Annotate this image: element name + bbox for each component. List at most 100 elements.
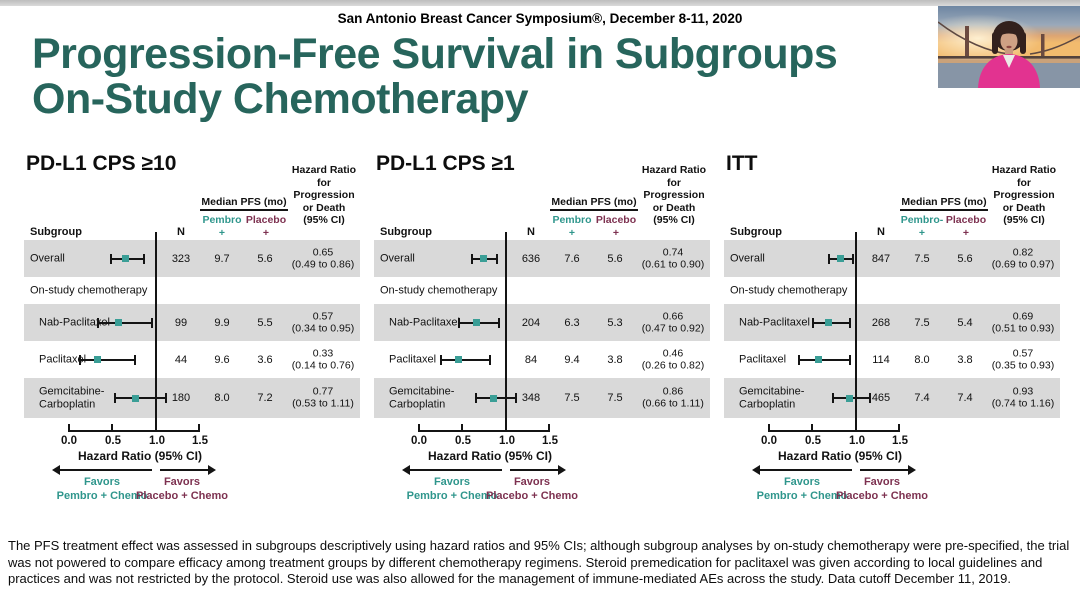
forest-plot-panel: PD-L1 CPS ≥1 Hazard Ratio for Progressio…	[374, 152, 710, 502]
slide-title: Progression-Free Survival in Subgroups O…	[32, 30, 838, 123]
hazard-ratio-column-header: Hazard Ratio for Progression or Death (9…	[641, 164, 707, 227]
axis-title: Hazard Ratio (95% CI)	[777, 449, 903, 463]
hr-axis-block: 0.0 0.5 1.0 1.5 Hazard Ratio (95% CI) Fa…	[374, 418, 710, 502]
subgroup-label: Gemcitabine- Carboplatin	[39, 385, 105, 410]
subgroup-column-header: Subgroup	[380, 226, 432, 238]
placebo-median-value: 7.4	[957, 392, 973, 404]
ci-cap-high	[848, 317, 851, 328]
hazard-ratio-column-header: Hazard Ratio for Progression or Death (9…	[291, 164, 357, 227]
n-column-header: N	[877, 226, 885, 238]
forest-plot-row: Overall 847 7.5 5.6 0.82 (0.69 to 0.97)	[724, 240, 1060, 277]
confidence-interval-plot	[24, 304, 360, 341]
pembro-median-value: 8.0	[914, 353, 930, 366]
hazard-ratio-marker	[814, 356, 822, 363]
pembro-median-value: 7.6	[564, 252, 580, 265]
hr-value: 0.57	[1012, 347, 1034, 360]
ci-cap-high	[164, 393, 167, 403]
hr-value: 0.65	[312, 246, 334, 259]
forest-plot-rows: Overall 847 7.5 5.6 0.82 (0.69 to 0.97) …	[724, 232, 1060, 430]
ci-cap-low	[470, 253, 473, 264]
subgroup-label: Overall	[730, 252, 765, 265]
hr-value: 0.66	[662, 310, 684, 323]
subgroup-label: Paclitaxel	[739, 353, 787, 366]
subgroup-label: Overall	[380, 252, 415, 265]
axis-tick	[461, 424, 463, 430]
favors-pembro-label: Favors Pembro + Chemo	[406, 476, 498, 502]
forest-plot-row: Nab-Paclitaxel 204 6.3 5.3 0.66 (0.47 to…	[374, 304, 710, 341]
hazard-ratio-text: 0.93 (0.74 to 1.16)	[986, 386, 1060, 411]
forest-plot-row: Overall 323 9.7 5.6 0.65 (0.49 to 0.86)	[24, 240, 360, 277]
ci-cap-low	[79, 354, 82, 365]
placebo-median-value: 5.6	[607, 252, 623, 265]
n-value: 636	[521, 252, 541, 265]
hr-axis-line	[68, 424, 200, 432]
footnote: The PFS treatment effect was assessed in…	[8, 538, 1070, 586]
hazard-ratio-marker	[846, 394, 854, 402]
ci-cap-low	[832, 393, 835, 403]
pembro-median-value: 7.5	[914, 252, 930, 265]
hazard-ratio-text: 0.74 (0.61 to 0.90)	[636, 246, 710, 271]
favors-pembro-arrow	[402, 465, 502, 475]
n-value: 348	[521, 392, 541, 404]
n-value: 44	[174, 353, 188, 366]
hr-ci: (0.26 to 0.82)	[641, 359, 705, 372]
symposium-header: San Antonio Breast Cancer Symposium®, De…	[337, 11, 743, 26]
presenter-video[interactable]	[938, 6, 1080, 88]
hr-value: 0.77	[312, 385, 334, 398]
hr-value: 0.57	[312, 310, 334, 323]
pembro-median-value: 7.5	[564, 392, 580, 404]
forest-plot-panels: PD-L1 CPS ≥10 Hazard Ratio for Progressi…	[24, 152, 1080, 502]
hr-ci: (0.74 to 1.16)	[991, 398, 1055, 410]
axis-title: Hazard Ratio (95% CI)	[77, 449, 203, 463]
placebo-median-value: 5.3	[607, 316, 623, 329]
axis-tick-label: 1.0	[149, 435, 165, 447]
hr-value: 0.93	[1012, 385, 1034, 398]
hr-ci: (0.51 to 0.93)	[991, 322, 1055, 335]
bridge-tower	[965, 26, 969, 58]
n-value: 180	[171, 392, 191, 404]
ci-line	[97, 321, 152, 324]
hr-ci: (0.49 to 0.86)	[291, 258, 355, 271]
n-value: 204	[521, 316, 541, 329]
ci-line	[798, 358, 850, 361]
bridge-tower	[1041, 34, 1045, 58]
axis-tick	[898, 424, 900, 430]
hazard-ratio-text: 0.65 (0.49 to 0.86)	[286, 246, 360, 271]
ci-cap-low	[827, 253, 830, 264]
reference-line-hr-1	[155, 232, 157, 430]
placebo-median-value: 5.5	[257, 316, 273, 329]
panel-title: ITT	[726, 152, 758, 175]
axis-tick-label: 0.5	[105, 435, 121, 447]
n-value: 465	[871, 392, 891, 404]
hr-value: 0.33	[312, 347, 334, 360]
axis-tick	[768, 424, 770, 430]
n-value: 84	[524, 353, 538, 366]
ci-cap-low	[113, 393, 116, 403]
subgroup-label: Nab-Paclitaxel	[739, 316, 810, 329]
section-row: On-study chemotherapy	[724, 277, 1060, 304]
ci-cap-high	[133, 354, 136, 365]
hazard-ratio-marker	[132, 394, 140, 402]
window-top-strip	[0, 0, 1080, 6]
hazard-ratio-text: 0.69 (0.51 to 0.93)	[986, 310, 1060, 335]
forest-plot-row: Paclitaxel 84 9.4 3.8 0.46 (0.26 to 0.82…	[374, 341, 710, 378]
hazard-ratio-marker	[479, 255, 487, 262]
presenter	[978, 21, 1040, 88]
panel-header: ITT Hazard Ratio for Progression or Deat…	[724, 152, 1060, 251]
ci-cap-high	[150, 317, 153, 328]
forest-plot-row: Nab-Paclitaxel 268 7.5 5.4 0.69 (0.51 to…	[724, 304, 1060, 341]
forest-plot-rows: Overall 636 7.6 5.6 0.74 (0.61 to 0.90) …	[374, 232, 710, 430]
ci-cap-low	[811, 317, 814, 328]
hr-axis-line	[418, 424, 550, 432]
hazard-ratio-text: 0.82 (0.69 to 0.97)	[986, 246, 1060, 271]
hr-ci: (0.53 to 1.11)	[292, 398, 354, 410]
hazard-ratio-text: 0.86 (0.66 to 1.11)	[636, 386, 710, 411]
favors-pembro-label: Favors Pembro + Chemo	[56, 476, 148, 502]
axis-tick	[548, 424, 550, 430]
hazard-ratio-marker	[454, 356, 462, 363]
placebo-median-value: 3.8	[607, 353, 623, 366]
placebo-median-value: 7.5	[607, 392, 623, 404]
subgroup-label: Paclitaxel	[389, 353, 437, 366]
axis-tick	[811, 424, 813, 430]
hazard-ratio-column-header: Hazard Ratio for Progression or Death (9…	[991, 164, 1057, 227]
